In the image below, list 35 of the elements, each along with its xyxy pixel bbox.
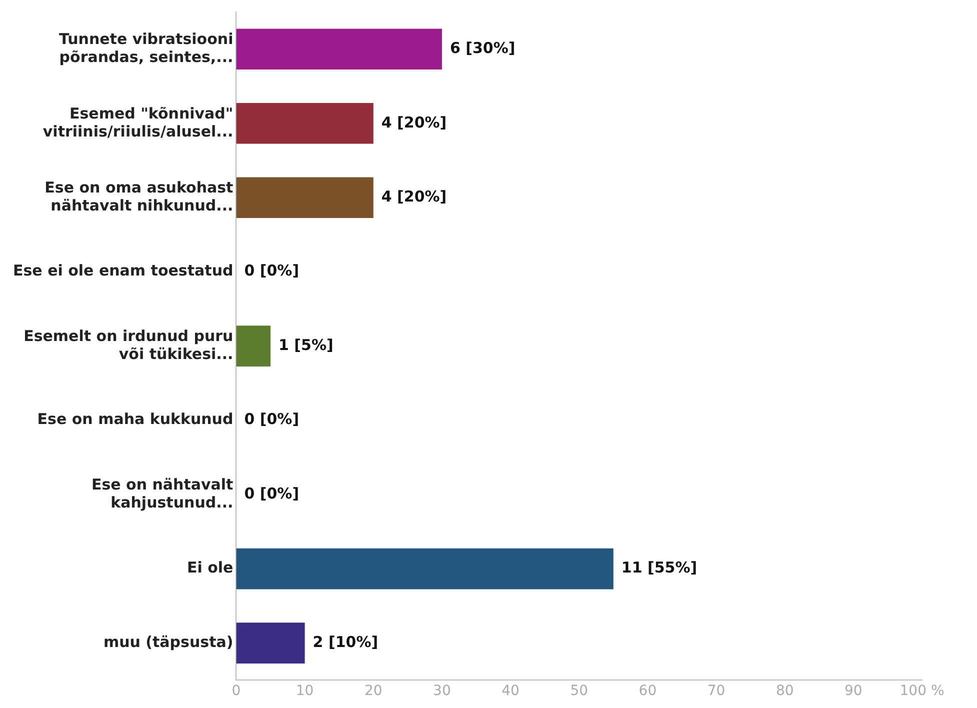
x-tick-label: 70 [707, 683, 726, 700]
data-label: 1 [5%] [278, 336, 334, 354]
y-tick-label: Ese on oma asukohast nähtavalt nihkunud... [44, 178, 234, 214]
data-label: 4 [20%] [381, 188, 447, 206]
bar [236, 622, 305, 664]
x-tick-label: 30 [433, 683, 451, 700]
data-label: 0 [0%] [244, 262, 300, 280]
data-label: 0 [0%] [244, 410, 300, 428]
x-tick-label: 90 [844, 683, 862, 700]
x-tick-label: 0 [232, 683, 241, 700]
y-tick-label: Ei ole [187, 558, 234, 577]
data-label: 6 [30%] [450, 39, 516, 58]
x-tick-label: 10 [296, 683, 314, 700]
x-tick-label: 50 [570, 683, 588, 700]
data-label: 11 [55%] [621, 558, 698, 577]
y-tick-label: Tunnete vibratsiooni põrandas, seintes,... [59, 30, 234, 66]
x-tick-label: 40 [502, 683, 520, 700]
x-tick-label: 60 [638, 683, 657, 700]
x-tick-label: 20 [364, 683, 382, 700]
data-label: 4 [20%] [381, 113, 447, 132]
x-tick-label: 100 % [900, 683, 944, 700]
bar [236, 177, 374, 218]
data-label: 0 [0%] [244, 484, 300, 502]
y-tick-label: Esemed "kõnnivad" vitriinis/riiulis/alusel... [42, 104, 234, 140]
y-tick-label: Ese on maha kukkunud [37, 410, 234, 428]
bar [236, 326, 271, 367]
y-tick-label: Ese on nähtavalt kahjustunud... [91, 475, 234, 512]
bar [236, 102, 374, 144]
x-tick-label: 80 [776, 683, 794, 700]
data-label: 2 [10%] [312, 632, 378, 651]
y-tick-label: Esemelt on irdunud puru või tükikesi... [24, 326, 234, 363]
y-tick-label: Ese ei ole enam toestatud [13, 262, 234, 280]
bar [236, 548, 614, 590]
y-tick-label: muu (täpsusta) [103, 632, 234, 651]
bar [236, 28, 442, 70]
